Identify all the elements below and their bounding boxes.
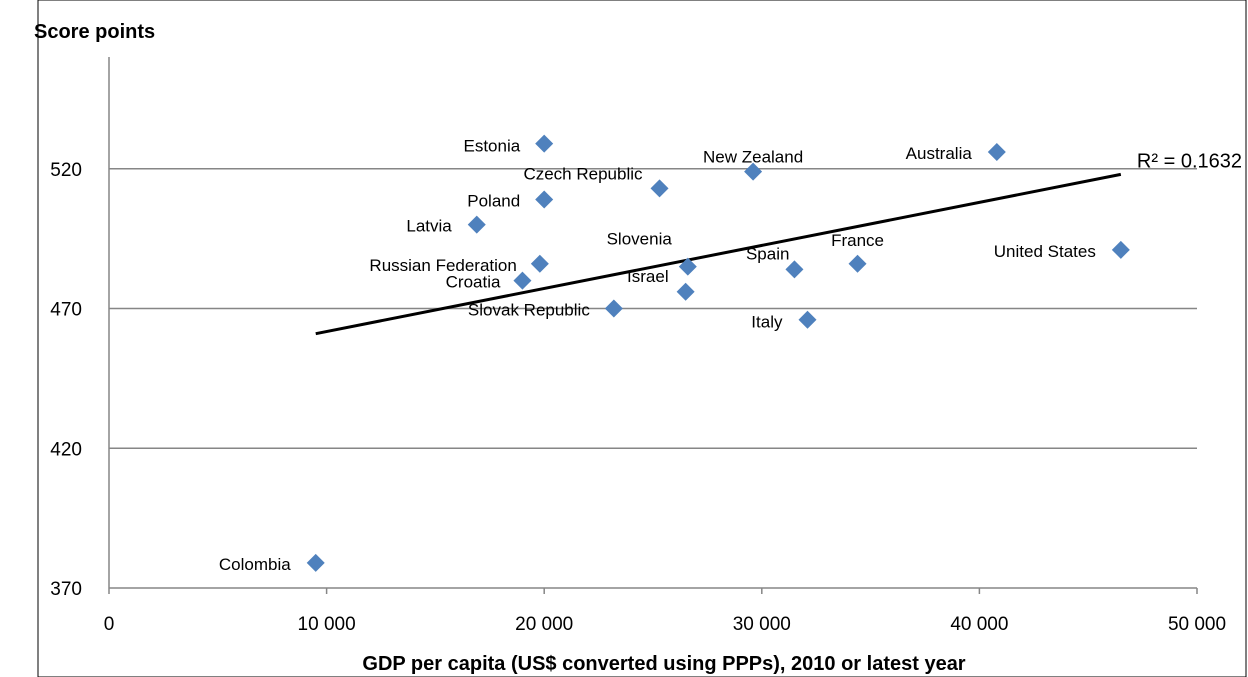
trendline-group: R² = 0.1632 — [315, 150, 1242, 336]
r-squared-label: R² = 0.1632 — [1137, 150, 1242, 172]
data-point-marker — [987, 143, 1006, 162]
data-point-label: Italy — [751, 313, 783, 332]
point-labels: Estonia Australia New Zealand Czech Republi… — [219, 137, 1096, 574]
data-point-marker — [798, 310, 817, 329]
data-point-label: United States — [994, 242, 1096, 261]
axes — [108, 57, 1198, 594]
trendline — [315, 172, 1122, 336]
tick-labels: 370 420 470 520 0 10 000 20 000 30 000 40 000 50 … — [50, 160, 1226, 635]
data-point-label: France — [831, 231, 884, 250]
x-tick-label: 20 000 — [515, 614, 573, 635]
data-point-marker — [678, 257, 697, 276]
gridlines — [109, 168, 1197, 450]
x-tick-label: 10 000 — [298, 614, 356, 635]
x-tick-label: 50 000 — [1168, 614, 1226, 635]
data-point-label: Czech Republic — [523, 164, 643, 183]
data-point-label: Slovenia — [607, 230, 673, 249]
y-tick-label: 420 — [50, 439, 82, 460]
data-point-label: Latvia — [406, 217, 452, 236]
data-point-label: Croatia — [446, 273, 501, 292]
data-point-marker — [848, 254, 867, 273]
y-tick-label: 520 — [50, 160, 82, 181]
data-point-marker — [650, 179, 669, 198]
x-tick-label: 40 000 — [950, 614, 1008, 635]
x-tick-label: 0 — [104, 614, 115, 635]
y-axis-title: Score points — [34, 21, 155, 43]
data-point-label: New Zealand — [703, 148, 803, 167]
data-point-label: Poland — [467, 192, 520, 211]
data-point-marker — [676, 282, 695, 301]
data-point-marker — [530, 254, 549, 273]
data-points — [306, 134, 1130, 572]
y-tick-label: 470 — [50, 300, 82, 321]
data-point-label: Russian Federation — [369, 256, 516, 275]
y-tick-label: 370 — [50, 579, 82, 600]
chart-border — [37, 0, 1247, 677]
data-point-label: Colombia — [219, 555, 291, 574]
data-point-marker — [467, 215, 486, 234]
x-tick-label: 30 000 — [733, 614, 791, 635]
data-point-label: Estonia — [463, 137, 520, 156]
data-point-label: Australia — [906, 144, 973, 163]
data-point-marker — [306, 553, 325, 572]
data-point-marker — [535, 190, 554, 209]
data-point-marker — [785, 260, 804, 279]
data-point-marker — [604, 299, 623, 318]
data-point-label: Israel — [627, 267, 669, 286]
data-point-label: Spain — [746, 244, 789, 263]
data-point-marker — [513, 271, 532, 290]
x-axis-title: GDP per capita (US$ converted using PPPs… — [362, 653, 965, 675]
data-point-marker — [535, 134, 554, 153]
data-point-marker — [744, 162, 763, 181]
data-point-marker — [1111, 240, 1130, 259]
data-point-label: Slovak Republic — [468, 301, 590, 320]
